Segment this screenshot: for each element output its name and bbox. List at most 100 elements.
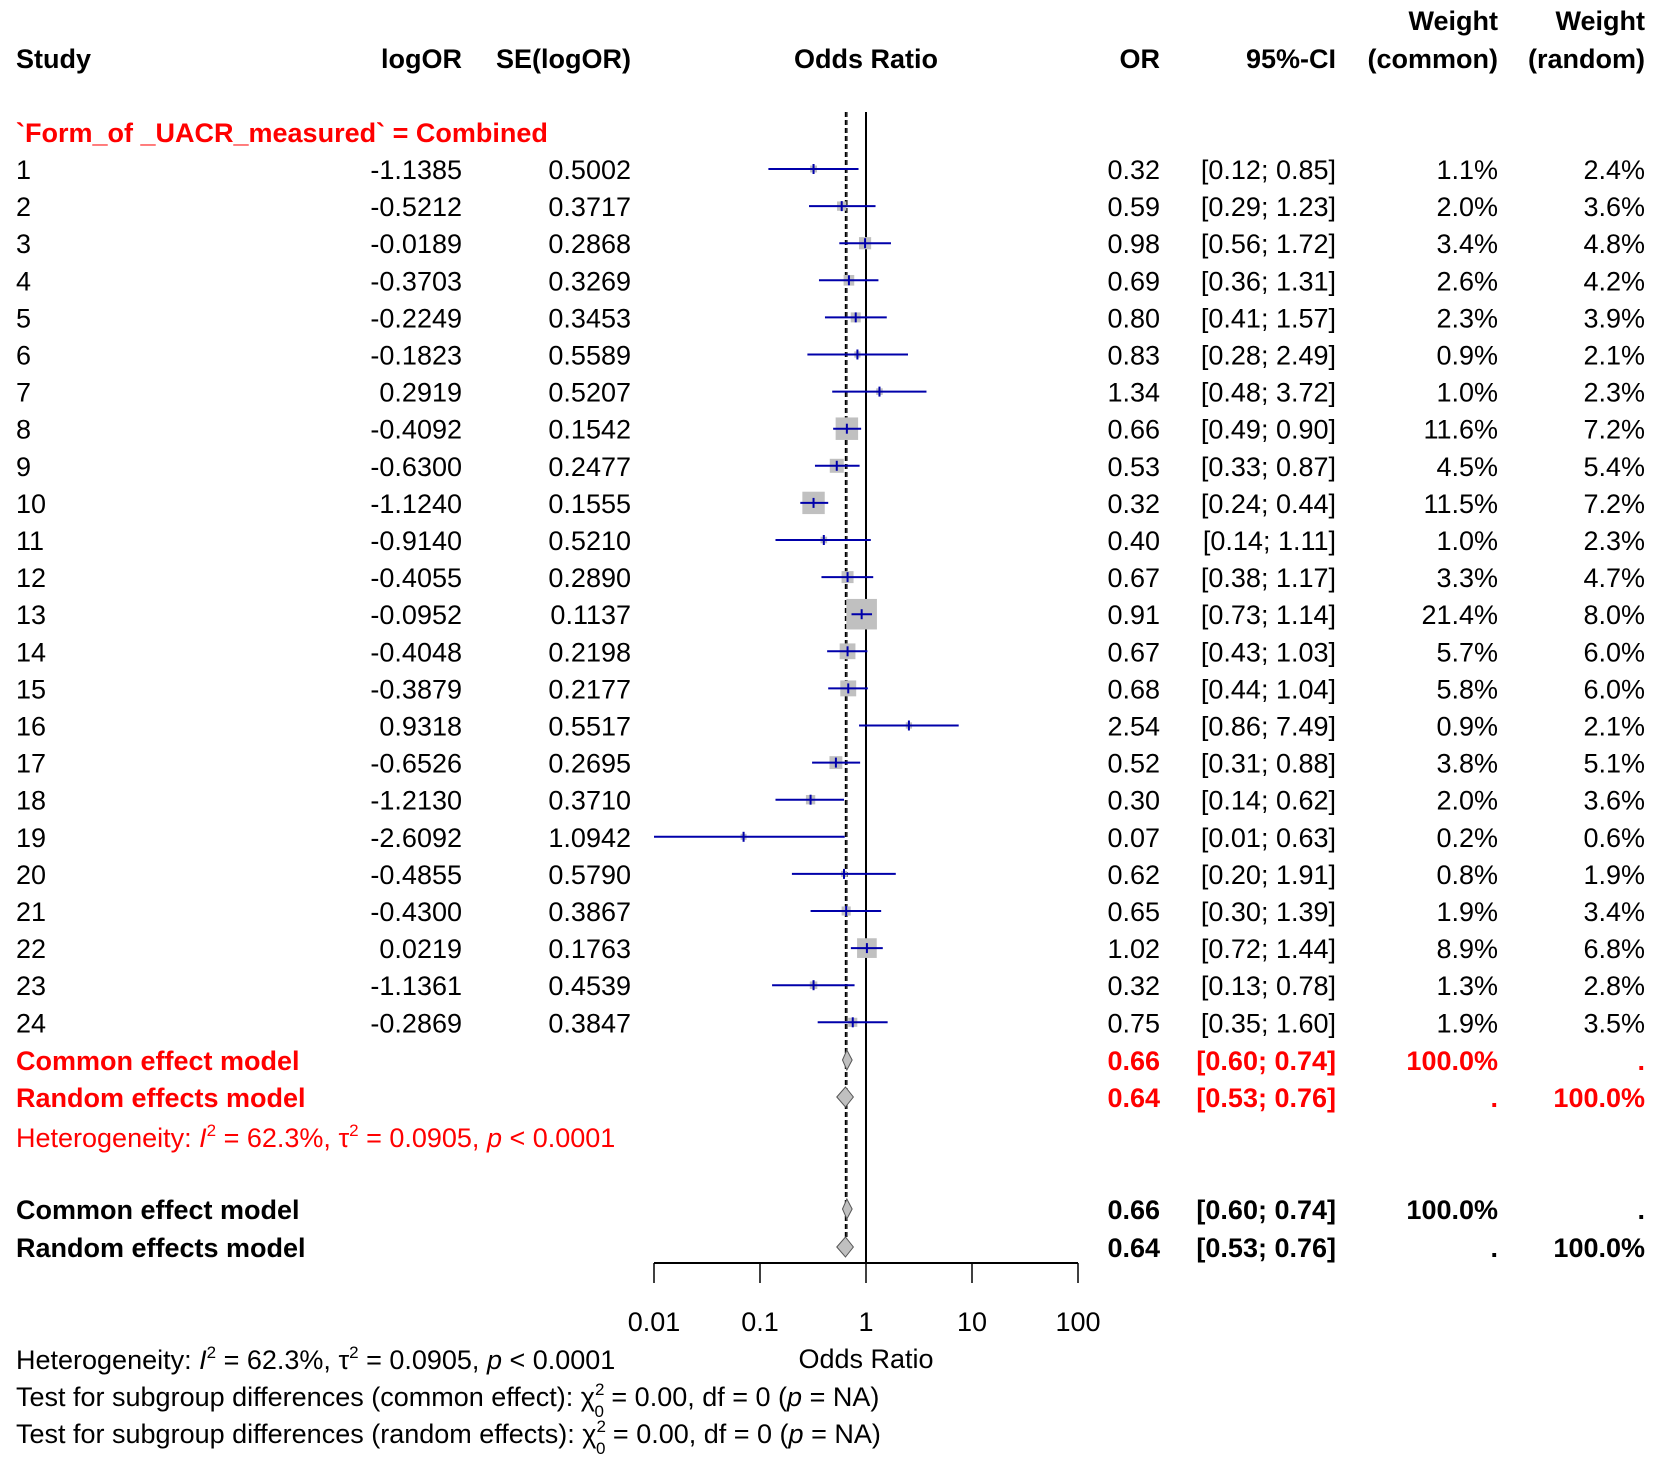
study-label: 3 — [16, 229, 31, 259]
se-value: 0.5002 — [548, 155, 631, 185]
footer-line: Test for subgroup differences (random ef… — [16, 1417, 881, 1458]
footer-line: Heterogeneity: I2 = 62.3%, τ2 = 0.0905, … — [16, 1343, 615, 1375]
se-value: 0.2890 — [548, 563, 631, 593]
text-part: = 62.3%, — [216, 1123, 338, 1153]
weight-random-value: 8.0% — [1583, 600, 1645, 630]
text-part: = 62.3%, — [216, 1345, 338, 1375]
logor-value: -0.2869 — [370, 1008, 462, 1038]
header-weight-common-top: Weight — [1409, 6, 1499, 36]
study-label: 17 — [16, 749, 46, 779]
logor-value: 0.2919 — [379, 378, 462, 408]
ci-value: [0.35; 1.60] — [1201, 1008, 1336, 1038]
or-value: 0.65 — [1107, 897, 1160, 927]
x-tick-label: 10 — [957, 1307, 987, 1337]
or-value: 0.30 — [1107, 786, 1160, 816]
weight-common-value: 0.9% — [1436, 341, 1498, 371]
se-value: 0.2177 — [548, 674, 631, 704]
se-value: 0.2868 — [548, 229, 631, 259]
study-label: 24 — [16, 1008, 46, 1038]
subgroup-random-effects-model-or: 0.64 — [1107, 1083, 1160, 1113]
weight-random-value: 5.4% — [1583, 452, 1645, 482]
logor-value: -0.4055 — [370, 563, 462, 593]
or-value: 0.66 — [1107, 415, 1160, 445]
se-value: 0.2198 — [548, 637, 631, 667]
or-value: 0.83 — [1107, 341, 1160, 371]
ci-value: [0.28; 2.49] — [1201, 341, 1336, 371]
text-part: = 0.0905, — [359, 1123, 487, 1153]
overall-random-effects-model-or: 0.64 — [1107, 1233, 1160, 1263]
text-part: Heterogeneity: — [16, 1123, 199, 1153]
weight-common-value: 3.8% — [1436, 749, 1498, 779]
weight-random-value: 3.5% — [1583, 1008, 1645, 1038]
weight-common-value: 1.9% — [1436, 897, 1498, 927]
footer-line: Test for subgroup differences (common ef… — [16, 1380, 879, 1421]
weight-common-value: 2.3% — [1436, 303, 1498, 333]
logor-value: -0.5212 — [370, 192, 462, 222]
weight-random-value: 6.0% — [1583, 674, 1645, 704]
text-part: p — [786, 1382, 802, 1412]
text-part: = NA) — [802, 1382, 879, 1412]
or-value: 1.34 — [1107, 378, 1160, 408]
logor-value: -0.9140 — [370, 526, 462, 556]
text-part: 0 — [594, 1402, 603, 1421]
text-part: χ — [582, 1419, 596, 1449]
weight-random-value: 2.1% — [1583, 341, 1645, 371]
study-label: 9 — [16, 452, 31, 482]
subgroup-random-effects-model-weight-random: 100.0% — [1553, 1083, 1645, 1113]
weight-common-value: 1.9% — [1436, 1008, 1498, 1038]
x-tick-label: 100 — [1055, 1307, 1100, 1337]
ci-value: [0.13; 0.78] — [1201, 971, 1336, 1001]
ci-value: [0.72; 1.44] — [1201, 934, 1336, 964]
logor-value: -0.1823 — [370, 341, 462, 371]
se-value: 0.1542 — [548, 415, 631, 445]
study-label: 13 — [16, 600, 46, 630]
weight-common-value: 4.5% — [1436, 452, 1498, 482]
se-value: 0.4539 — [548, 971, 631, 1001]
weight-common-value: 0.9% — [1436, 712, 1498, 742]
overall-random-effects-model-label: Random effects model — [16, 1233, 306, 1263]
or-value: 0.53 — [1107, 452, 1160, 482]
weight-random-value: 2.3% — [1583, 378, 1645, 408]
weight-common-value: 0.8% — [1436, 860, 1498, 890]
text-part: < 0.0001 — [502, 1123, 615, 1153]
se-value: 1.0942 — [548, 823, 631, 853]
or-value: 0.69 — [1107, 266, 1160, 296]
or-value: 0.40 — [1107, 526, 1160, 556]
header-or: OR — [1120, 44, 1161, 74]
or-value: 1.02 — [1107, 934, 1160, 964]
overall-random-effects-model-weight-common: . — [1490, 1233, 1498, 1263]
logor-value: -0.4855 — [370, 860, 462, 890]
ci-value: [0.31; 0.88] — [1201, 749, 1336, 779]
ci-value: [0.29; 1.23] — [1201, 192, 1336, 222]
study-label: 7 — [16, 378, 31, 408]
logor-value: -1.1240 — [370, 489, 462, 519]
text-part: 2 — [349, 1121, 358, 1140]
se-value: 0.3717 — [548, 192, 631, 222]
or-value: 0.32 — [1107, 155, 1160, 185]
overall-common-effect-model-weight-common: 100.0% — [1406, 1195, 1498, 1225]
ci-value: [0.73; 1.14] — [1201, 600, 1336, 630]
weight-common-value: 2.0% — [1436, 192, 1498, 222]
ci-value: [0.36; 1.31] — [1201, 266, 1336, 296]
study-label: 5 — [16, 303, 31, 333]
subgroup-random-effects-model-diamond — [836, 1086, 855, 1108]
or-value: 0.32 — [1107, 489, 1160, 519]
ci-value: [0.30; 1.39] — [1201, 897, 1336, 927]
weight-common-value: 1.3% — [1436, 971, 1498, 1001]
ci-value: [0.43; 1.03] — [1201, 637, 1336, 667]
weight-random-value: 1.9% — [1583, 860, 1645, 890]
se-value: 0.3269 — [548, 266, 631, 296]
study-label: 14 — [16, 637, 46, 667]
se-value: 0.5517 — [548, 712, 631, 742]
weight-random-value: 3.9% — [1583, 303, 1645, 333]
study-label: 15 — [16, 674, 46, 704]
subgroup-common-effect-model-ci: [0.60; 0.74] — [1196, 1046, 1336, 1076]
weight-common-value: 1.1% — [1436, 155, 1498, 185]
ci-value: [0.01; 0.63] — [1201, 823, 1336, 853]
study-label: 22 — [16, 934, 46, 964]
logor-value: -1.1385 — [370, 155, 462, 185]
header-study: Study — [16, 44, 91, 74]
se-value: 0.1137 — [550, 600, 631, 630]
header-weight-random-top: Weight — [1556, 6, 1646, 36]
